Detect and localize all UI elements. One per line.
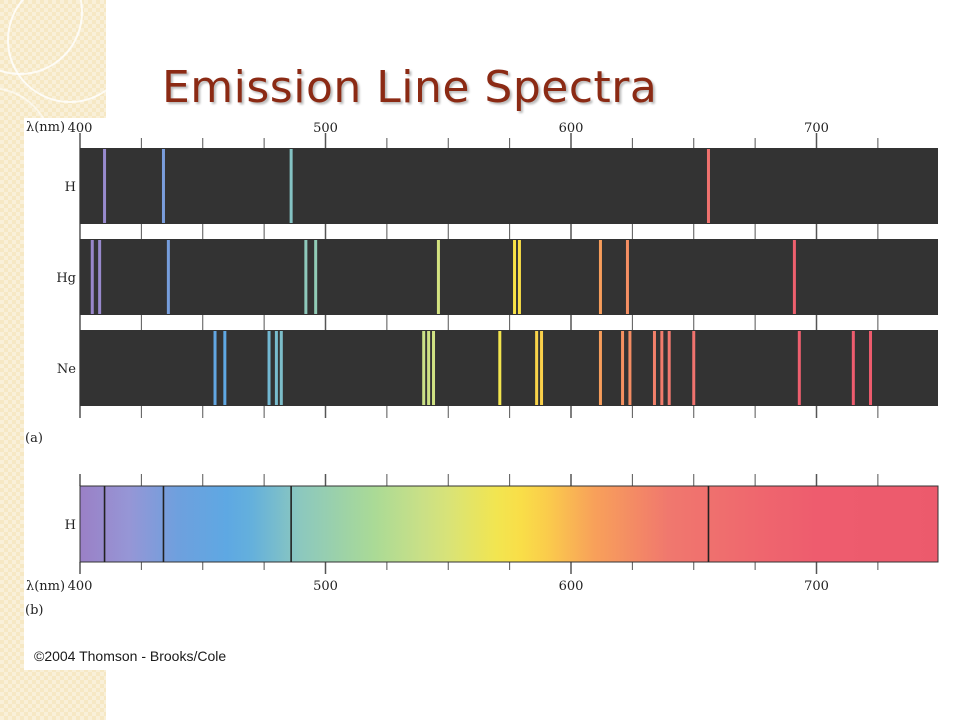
tick-label: 400 [68, 121, 93, 136]
continuous-spectrum-band [79, 485, 939, 563]
tick-label: 600 [559, 121, 584, 136]
spectrum-band-hg [80, 239, 938, 315]
row-label: H [65, 180, 76, 195]
axis-label: λ(nm) [26, 120, 65, 135]
panel-label: (a) [25, 431, 43, 446]
row-label: Hg [56, 271, 76, 286]
tick-label: 500 [313, 121, 338, 136]
tick-label: 400 [68, 579, 93, 594]
row-label: H [65, 518, 76, 533]
deco-circle [0, 0, 83, 75]
row-label: Ne [57, 362, 76, 377]
tick-label: 600 [559, 579, 584, 594]
deco-circle [7, 0, 120, 103]
spectrum-band-h [80, 148, 938, 224]
panel-label: (b) [25, 603, 43, 618]
tick-label: 700 [804, 579, 829, 594]
tick-label: 700 [804, 121, 829, 136]
tick-label: 500 [313, 579, 338, 594]
slide-title: Emission Line Spectra [162, 62, 658, 113]
spectrum-band-ne [80, 330, 938, 406]
copyright-text: ©2004 Thomson - Brooks/Cole [34, 648, 227, 664]
axis-label: λ(nm) [26, 579, 65, 594]
